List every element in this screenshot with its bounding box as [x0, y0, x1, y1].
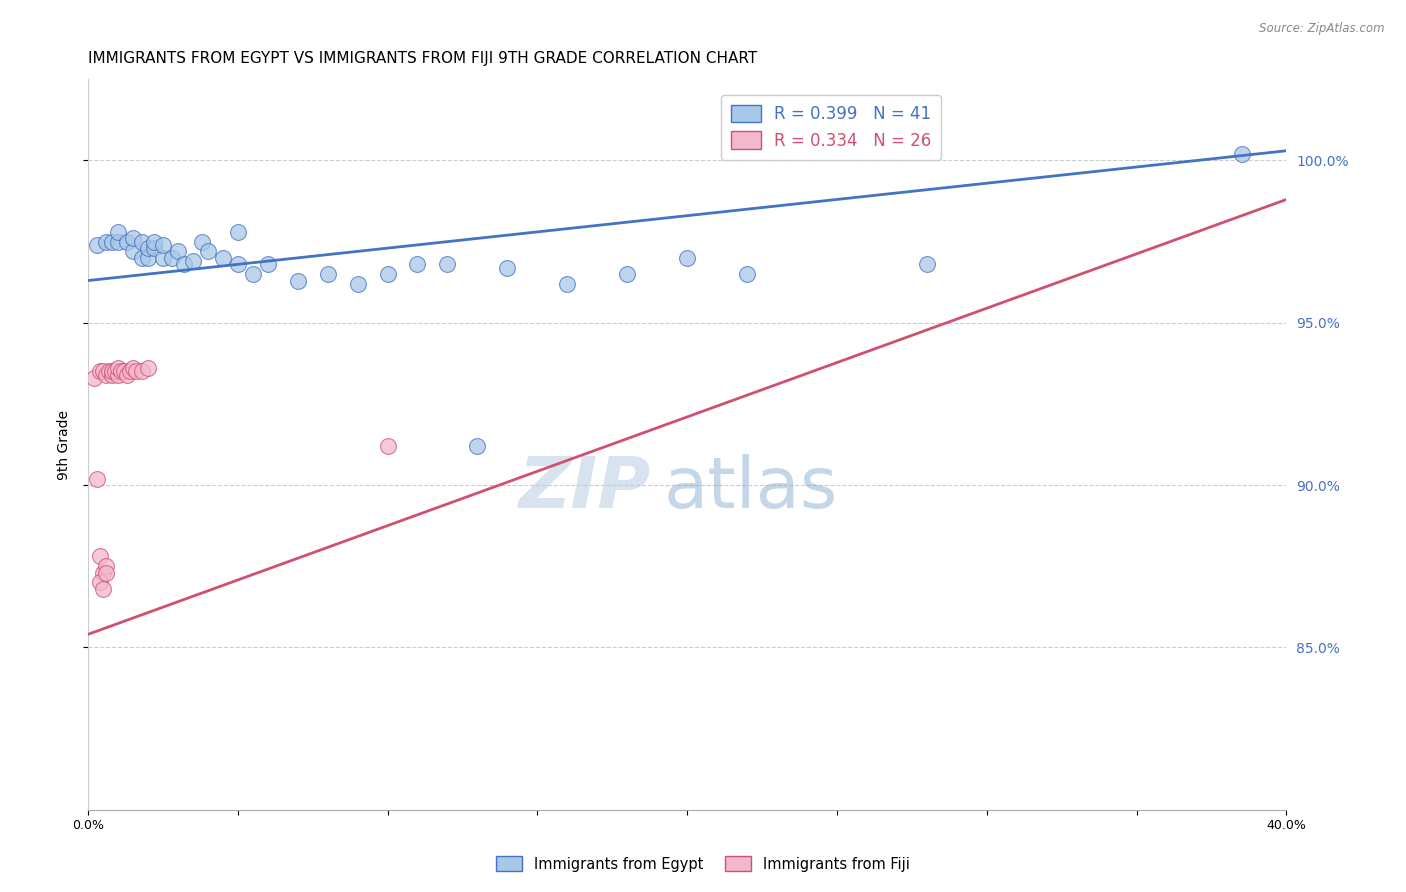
Point [136, 361, 159, 376]
Point [616, 267, 638, 281]
Point [121, 231, 143, 245]
Point [121, 361, 143, 376]
Point [107, 235, 129, 249]
Point [121, 244, 143, 259]
Legend: Immigrants from Egypt, Immigrants from Fiji: Immigrants from Egypt, Immigrants from F… [491, 850, 915, 878]
Point [287, 274, 309, 288]
Legend: R = 0.399   N = 41, R = 0.334   N = 26: R = 0.399 N = 41, R = 0.334 N = 26 [721, 95, 941, 160]
Point [242, 267, 264, 281]
Point [173, 257, 195, 271]
Y-axis label: 9th Grade: 9th Grade [58, 409, 72, 480]
Point [89, 575, 111, 590]
Point [676, 251, 699, 265]
Point [377, 439, 399, 453]
Point [94, 566, 117, 580]
Point [226, 225, 249, 239]
Point [86, 238, 108, 252]
Point [107, 225, 129, 239]
Point [1230, 147, 1253, 161]
Point [136, 251, 159, 265]
Point [160, 251, 183, 265]
Point [436, 257, 458, 271]
Point [152, 251, 174, 265]
Point [166, 244, 188, 259]
Point [131, 251, 153, 265]
Point [190, 235, 212, 249]
Point [91, 566, 114, 580]
Point [125, 364, 148, 378]
Point [316, 267, 339, 281]
Point [181, 254, 204, 268]
Point [115, 235, 138, 249]
Point [152, 238, 174, 252]
Point [86, 472, 108, 486]
Point [89, 364, 111, 378]
Point [94, 368, 117, 382]
Point [94, 559, 117, 574]
Point [226, 257, 249, 271]
Point [101, 364, 124, 378]
Point [91, 364, 114, 378]
Point [97, 364, 120, 378]
Point [377, 267, 399, 281]
Point [496, 260, 519, 275]
Point [94, 235, 117, 249]
Point [346, 277, 368, 291]
Point [735, 267, 758, 281]
Point [136, 241, 159, 255]
Point [555, 277, 578, 291]
Text: ZIP: ZIP [519, 454, 651, 523]
Point [467, 439, 489, 453]
Text: IMMIGRANTS FROM EGYPT VS IMMIGRANTS FROM FIJI 9TH GRADE CORRELATION CHART: IMMIGRANTS FROM EGYPT VS IMMIGRANTS FROM… [87, 51, 756, 66]
Point [110, 364, 132, 378]
Point [107, 361, 129, 376]
Point [101, 235, 124, 249]
Point [112, 364, 135, 378]
Point [118, 364, 141, 378]
Point [107, 368, 129, 382]
Point [104, 364, 127, 378]
Point [91, 582, 114, 596]
Point [131, 364, 153, 378]
Point [142, 235, 165, 249]
Point [89, 549, 111, 564]
Text: atlas: atlas [664, 454, 838, 523]
Point [131, 235, 153, 249]
Text: Source: ZipAtlas.com: Source: ZipAtlas.com [1260, 22, 1385, 36]
Point [83, 371, 105, 385]
Point [915, 257, 938, 271]
Point [197, 244, 219, 259]
Point [101, 368, 124, 382]
Point [142, 241, 165, 255]
Point [406, 257, 429, 271]
Point [115, 368, 138, 382]
Point [256, 257, 278, 271]
Point [211, 251, 233, 265]
